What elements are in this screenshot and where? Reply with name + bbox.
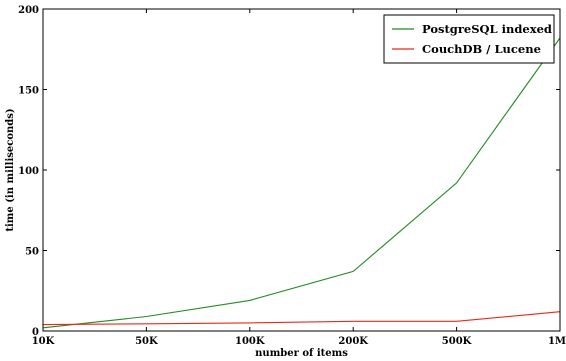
series-layer (42, 37, 561, 329)
y-tick-label: 200 (18, 5, 39, 16)
x-axis-label: number of items (255, 348, 348, 359)
x-tick-label: 50K (135, 336, 158, 347)
legend-entry: PostgreSQL indexed (422, 22, 552, 36)
y-tick-label: 150 (18, 86, 39, 97)
y-tick-label: 50 (25, 247, 39, 258)
y-axis-label: time (in milliseconds) (5, 108, 16, 231)
x-tick-label: 10K (32, 336, 55, 347)
plot-frame (42, 8, 561, 332)
y-tick-label: 0 (32, 327, 39, 338)
x-tick-label: 100K (235, 336, 265, 347)
x-tick-label: 200K (338, 336, 368, 347)
x-tick-label: 1M (548, 336, 566, 347)
legend: PostgreSQL indexed CouchDB / Lucene (383, 14, 555, 64)
series-line (42, 37, 561, 329)
x-tick-label: 500K (442, 336, 472, 347)
y-tick-label: 100 (18, 166, 39, 177)
legend-entry: CouchDB / Lucene (422, 42, 541, 56)
legend-box (383, 14, 555, 64)
series-line (42, 311, 561, 326)
